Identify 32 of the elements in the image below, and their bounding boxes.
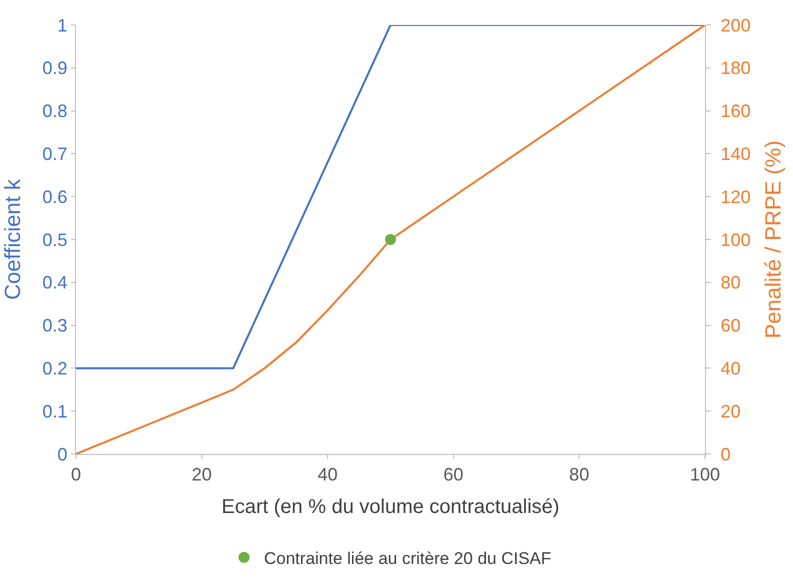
y-axis-title: Coefficient k bbox=[0, 178, 26, 300]
y2-tick-label: 60 bbox=[720, 316, 741, 336]
x-tick-label: 100 bbox=[690, 464, 720, 485]
y2-tick-label: 120 bbox=[720, 186, 751, 207]
y-tick-label: 1 bbox=[57, 15, 68, 36]
x-tick-label: 40 bbox=[318, 464, 338, 485]
x-tick-label: 80 bbox=[569, 464, 590, 485]
y2-tick-label: 20 bbox=[720, 401, 741, 422]
y2-tick-label: 160 bbox=[720, 101, 751, 122]
y-tick-label: 0.3 bbox=[42, 316, 68, 336]
y2-tick-label: 80 bbox=[720, 272, 741, 293]
y2-tick-label: 200 bbox=[720, 15, 751, 36]
y2-tick-label: 100 bbox=[720, 230, 751, 250]
y-tick-label: 0.5 bbox=[42, 230, 68, 250]
y2-tick-label: 0 bbox=[720, 444, 731, 464]
y2-tick-label: 40 bbox=[720, 358, 741, 378]
y2-tick-label: 180 bbox=[720, 58, 751, 78]
y-tick-label: 0.9 bbox=[42, 58, 68, 78]
legend-label: Contrainte liée au critère 20 du CISAF bbox=[264, 548, 552, 568]
y-tick-label: 0.1 bbox=[42, 401, 68, 422]
y-tick-label: 0.7 bbox=[42, 144, 68, 164]
y2-tick-label: 140 bbox=[720, 144, 751, 164]
y-tick-label: 0.8 bbox=[42, 101, 68, 122]
y-tick-label: 0.4 bbox=[42, 272, 68, 293]
y-tick-label: 0.6 bbox=[42, 186, 68, 207]
y-tick-label: 0.2 bbox=[42, 358, 68, 378]
x-tick-label: 60 bbox=[443, 464, 464, 485]
x-tick-label: 20 bbox=[192, 464, 212, 485]
x-tick-label: 0 bbox=[70, 464, 82, 485]
y2-axis-title: Penalité / PRPE (%) bbox=[760, 140, 786, 339]
y-tick-label: 0 bbox=[57, 444, 68, 464]
x-axis-title: Ecart (en % du volume contractualisé) bbox=[222, 496, 560, 518]
